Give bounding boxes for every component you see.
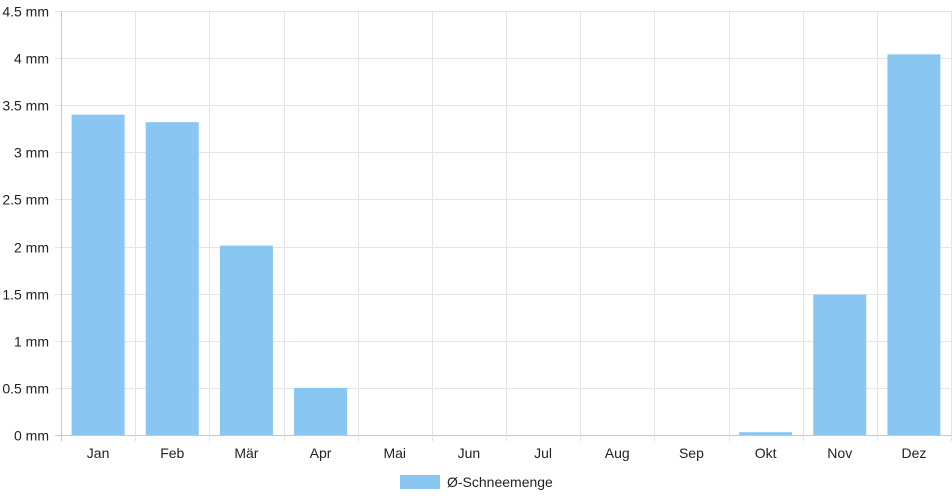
y-tick-label: 4 mm <box>14 51 49 67</box>
y-tick-label: 0.5 mm <box>2 381 49 397</box>
legend-label[interactable]: Ø-Schneemenge <box>447 474 553 490</box>
y-tick-label: 4.5 mm <box>2 4 49 20</box>
x-tick-label: Okt <box>755 445 777 461</box>
x-tick-label: Aug <box>605 445 630 461</box>
y-tick-label: 0 mm <box>14 428 49 444</box>
bar-dez[interactable] <box>887 54 941 435</box>
x-tick-label: Jul <box>534 445 552 461</box>
y-tick-label: 1 mm <box>14 334 49 350</box>
bar-feb[interactable] <box>145 122 199 435</box>
x-tick-label: Nov <box>827 445 852 461</box>
x-tick-label: Feb <box>160 445 184 461</box>
bar-nov[interactable] <box>813 294 867 435</box>
x-tick-label: Jun <box>458 445 481 461</box>
x-axis: Jan Feb Mär Apr Mai Jun Jul Aug Sep Okt Nov Dez <box>87 445 927 461</box>
bar-apr[interactable] <box>294 387 348 435</box>
bars <box>71 54 941 436</box>
x-tick-label: Mär <box>234 445 258 461</box>
x-tick-label: Dez <box>901 445 926 461</box>
legend[interactable]: Ø-Schneemenge <box>400 474 553 490</box>
x-tick-label: Mai <box>383 445 406 461</box>
y-tick-label: 3.5 mm <box>2 98 49 114</box>
bar-mär[interactable] <box>219 245 273 435</box>
x-tick-label: Apr <box>310 445 332 461</box>
y-tick-label: 2 mm <box>14 240 49 256</box>
legend-swatch[interactable] <box>400 475 440 489</box>
y-axis: 0 mm 0.5 mm 1 mm 1.5 mm 2 mm 2.5 mm 3 mm 3.5 mm… <box>2 4 49 444</box>
bar-jan[interactable] <box>71 114 125 436</box>
bar-okt[interactable] <box>739 432 793 435</box>
y-tick-label: 1.5 mm <box>2 287 49 303</box>
x-tick-label: Jan <box>87 445 110 461</box>
x-tick-label: Sep <box>679 445 704 461</box>
y-tick-label: 2.5 mm <box>2 192 49 208</box>
y-tick-label: 3 mm <box>14 145 49 161</box>
